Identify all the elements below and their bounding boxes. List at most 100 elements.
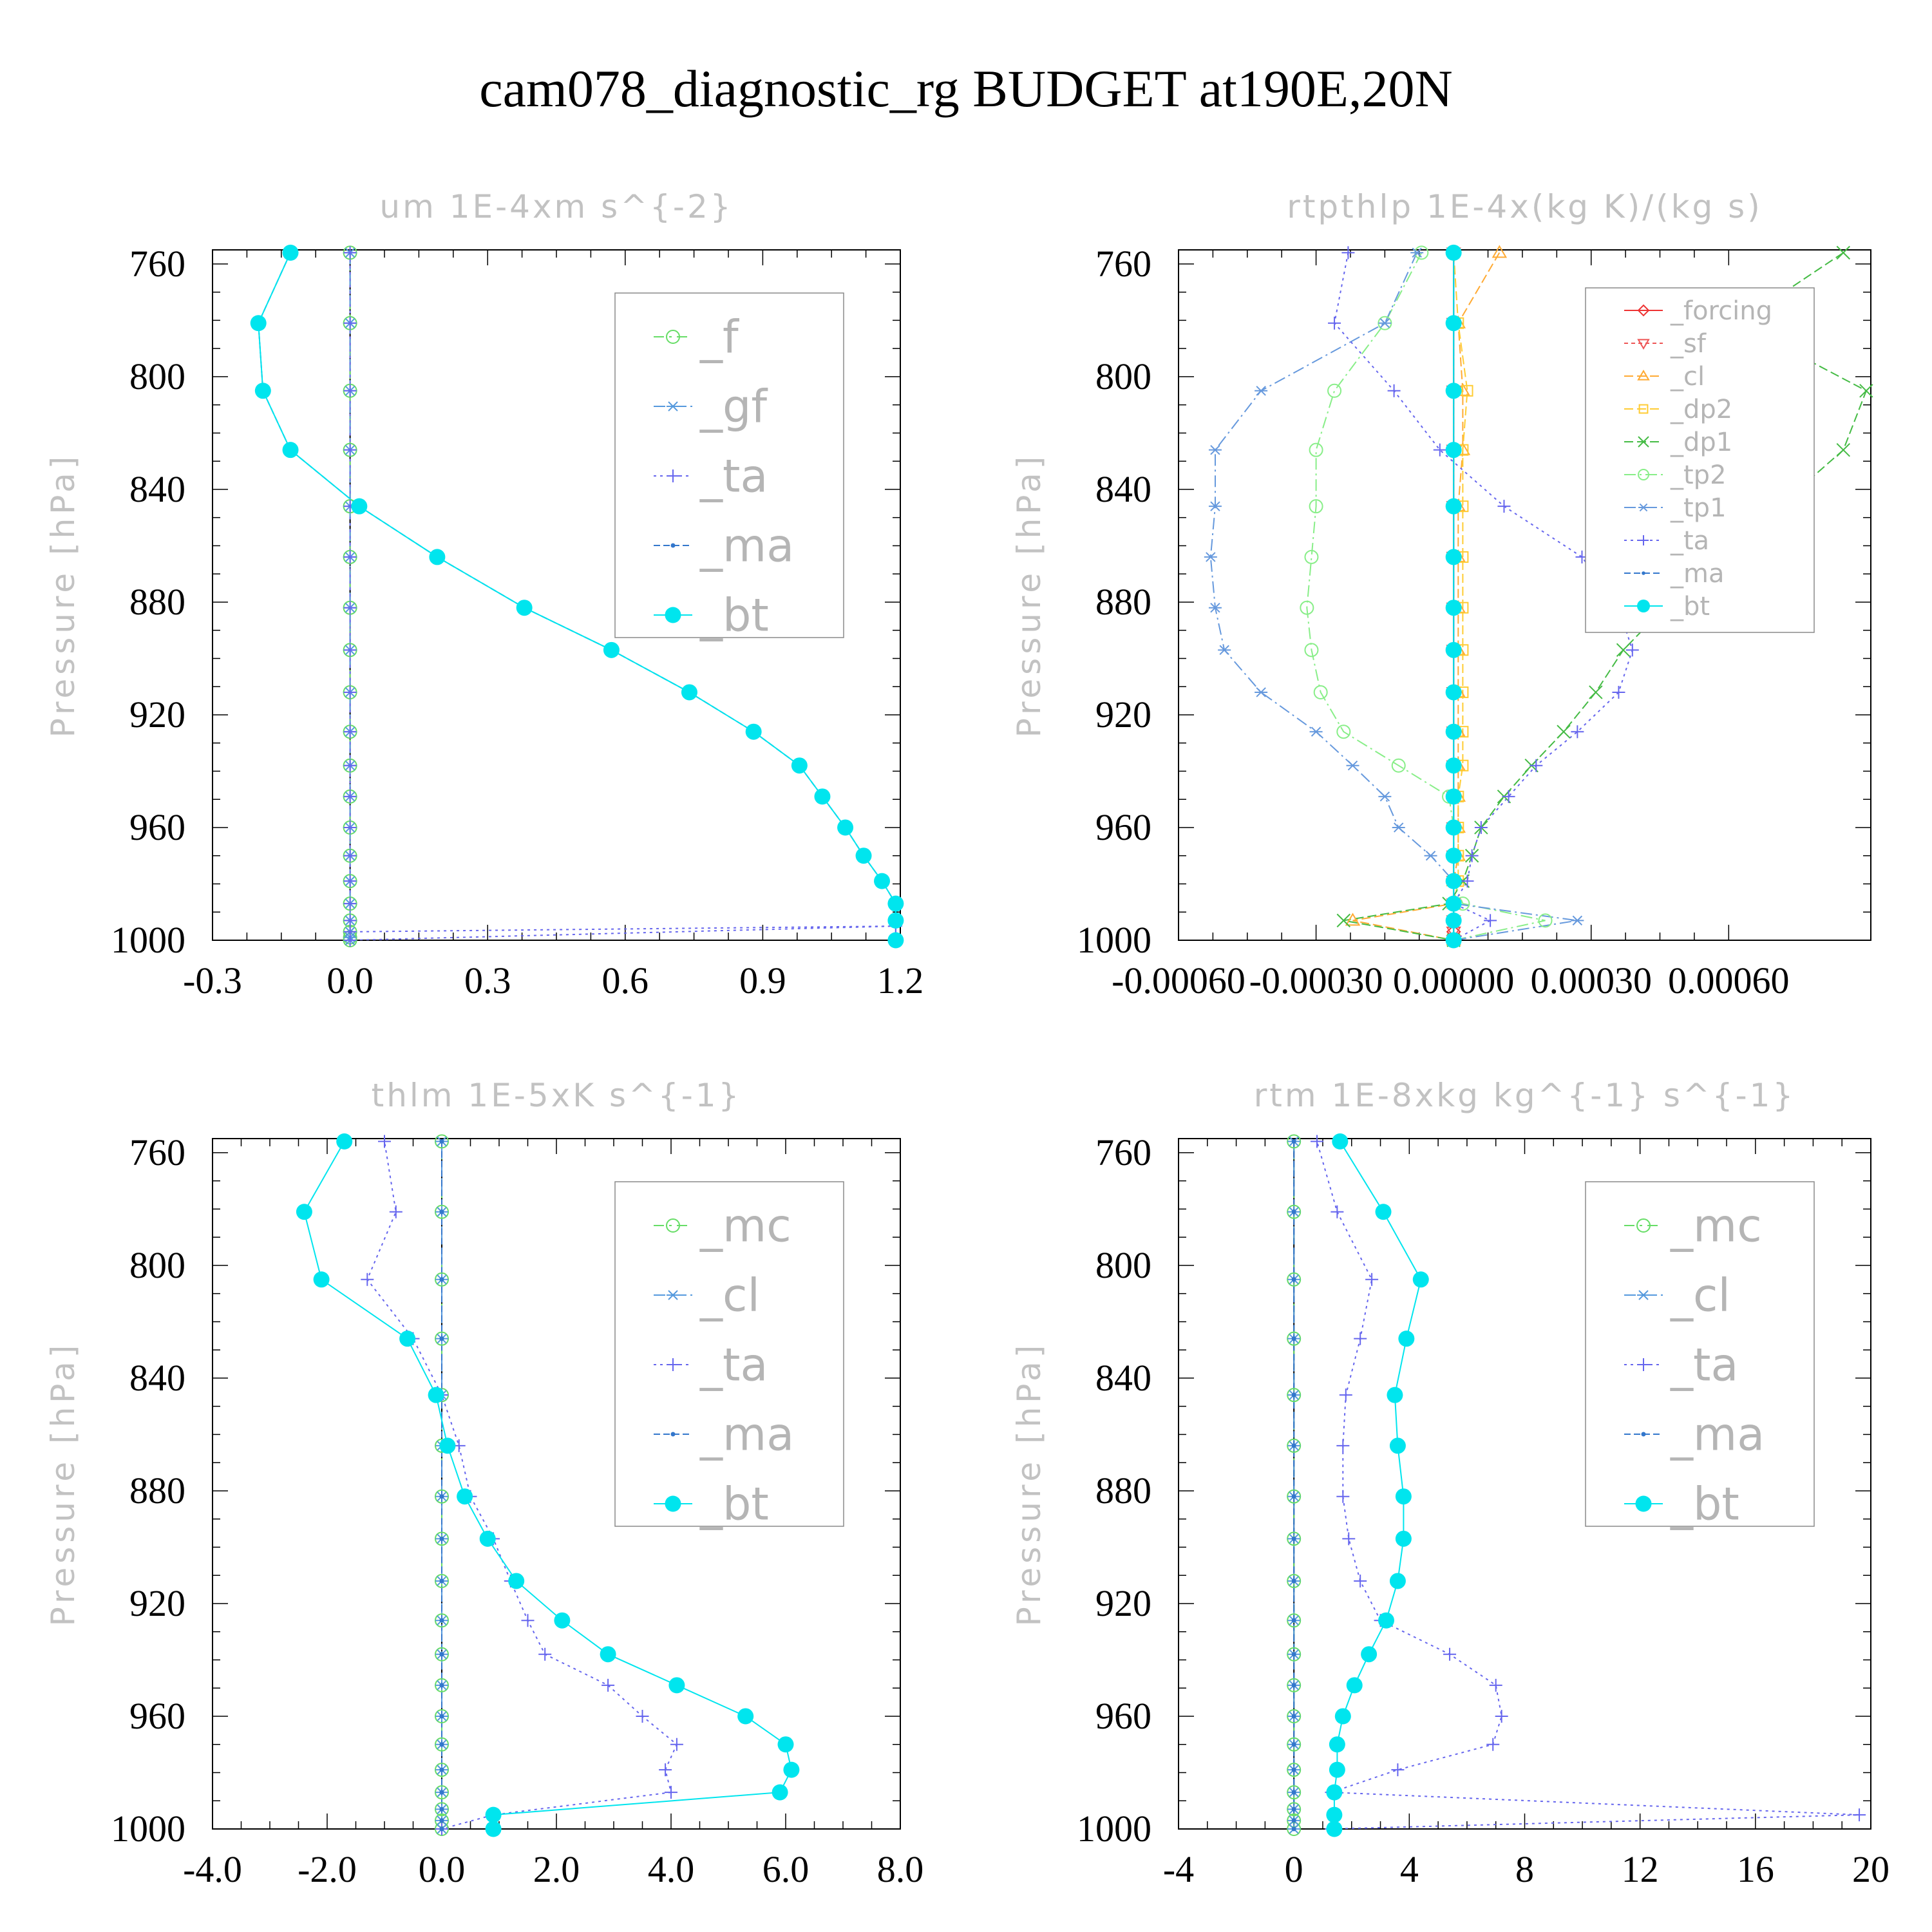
legend-label: _bt: [1670, 592, 1710, 621]
data-point: [1387, 1387, 1403, 1403]
data-point: [1616, 643, 1631, 658]
panel-title: rtpthlp 1E-4x(kg K)/(kg s): [1287, 188, 1762, 225]
data-point: [1218, 645, 1231, 656]
data-point: [1304, 643, 1319, 658]
data-point: [1445, 932, 1462, 949]
data-point: [1445, 600, 1462, 616]
legend-label: _gf: [699, 381, 768, 433]
data-point: [1334, 1708, 1351, 1725]
data-point: [1612, 685, 1625, 699]
legend-marker: [1638, 503, 1649, 512]
data-point: [1291, 1826, 1296, 1832]
y-tick-label: 920: [129, 694, 185, 735]
data-point: [1395, 1530, 1412, 1547]
legend-marker: [1638, 469, 1649, 480]
data-point: [343, 897, 357, 911]
y-axis-label: Pressure [hPa]: [1010, 453, 1048, 738]
legend-label: _ta: [699, 1339, 768, 1392]
y-tick-label: 800: [1095, 1244, 1151, 1286]
y-tick-label: 840: [129, 1357, 185, 1399]
data-point: [1625, 643, 1639, 657]
x-tick-label: 4.0: [648, 1848, 695, 1890]
legend-label: _ma: [1670, 559, 1724, 589]
legend-marker: [666, 1218, 680, 1233]
data-point: [1484, 914, 1497, 927]
data-point: [439, 1790, 444, 1795]
data-point: [1291, 1818, 1296, 1823]
data-point: [1291, 1536, 1296, 1541]
data-point: [1389, 1573, 1406, 1589]
legend-label: _mc: [1670, 1200, 1762, 1253]
data-point: [343, 875, 357, 888]
data-point: [1445, 912, 1462, 929]
data-point: [1445, 684, 1462, 701]
data-point: [1474, 820, 1488, 834]
data-point: [479, 1530, 496, 1547]
data-point: [1378, 1612, 1394, 1629]
data-point: [343, 601, 357, 614]
marker-layer: [296, 1133, 800, 1837]
data-point: [1378, 791, 1392, 802]
y-tick-label: 800: [129, 355, 185, 397]
data-point: [1365, 1273, 1379, 1286]
x-tick-label: 6.0: [762, 1848, 810, 1890]
data-point: [1378, 318, 1392, 328]
data-point: [1332, 1133, 1349, 1150]
data-point: [343, 316, 357, 330]
data-point: [1291, 1742, 1296, 1747]
data-point: [1331, 1205, 1344, 1218]
x-tick-label: 1.2: [877, 960, 924, 1001]
data-point: [1489, 1678, 1502, 1692]
data-point: [1326, 1806, 1343, 1823]
data-point: [1445, 244, 1462, 261]
data-point: [439, 1336, 444, 1341]
legend-marker: [665, 607, 681, 623]
data-point: [783, 1761, 800, 1778]
legend-marker: [667, 401, 679, 412]
y-tick-label: 1000: [111, 1808, 185, 1850]
data-point: [1291, 1618, 1296, 1623]
data-point: [1391, 758, 1406, 773]
x-tick-label: 12: [1622, 1848, 1659, 1890]
data-point: [508, 1573, 525, 1589]
figure-title: cam078_diagnostic_rg BUDGET at190E,20N: [479, 59, 1452, 118]
data-point: [681, 684, 697, 701]
legend-marker: [670, 543, 676, 548]
data-point: [1291, 1806, 1296, 1812]
data-point: [1309, 499, 1323, 514]
data-point: [439, 1578, 444, 1584]
data-point: [343, 643, 357, 657]
data-point: [1433, 443, 1446, 457]
data-point: [429, 549, 446, 565]
data-point: [772, 1784, 788, 1801]
legend-marker: [667, 1358, 679, 1371]
data-point: [1445, 819, 1462, 836]
panel-title: um 1E-4xm s^{-2}: [379, 188, 733, 225]
x-tick-label: -2.0: [298, 1848, 357, 1890]
series-line: [1209, 252, 1578, 940]
data-point: [837, 819, 854, 836]
data-point: [378, 1135, 391, 1148]
data-point: [745, 723, 762, 740]
data-point: [1339, 1388, 1352, 1402]
data-point: [1291, 1139, 1296, 1144]
data-point: [343, 725, 357, 739]
data-point: [1208, 444, 1222, 455]
legend-label: _ta: [1670, 526, 1709, 556]
data-point: [399, 1331, 416, 1347]
data-point: [1204, 552, 1217, 562]
y-tick-label: 920: [1095, 1582, 1151, 1624]
data-point: [1208, 602, 1222, 613]
data-point: [1336, 1439, 1350, 1452]
data-point: [1336, 724, 1351, 739]
data-point: [1391, 1763, 1405, 1777]
chart-panel-1: um 1E-4xm s^{-2} Pressure [hPa] 760 800 840 8…: [44, 188, 923, 1001]
data-point: [343, 914, 357, 927]
legend-box: [614, 292, 844, 638]
legend-label: _dp1: [1670, 428, 1732, 457]
data-point: [439, 1277, 444, 1282]
x-tick-label: 0: [1285, 1848, 1303, 1890]
legend-label: _bt: [699, 589, 769, 642]
data-point: [1375, 1204, 1392, 1220]
data-point: [1291, 1209, 1296, 1215]
